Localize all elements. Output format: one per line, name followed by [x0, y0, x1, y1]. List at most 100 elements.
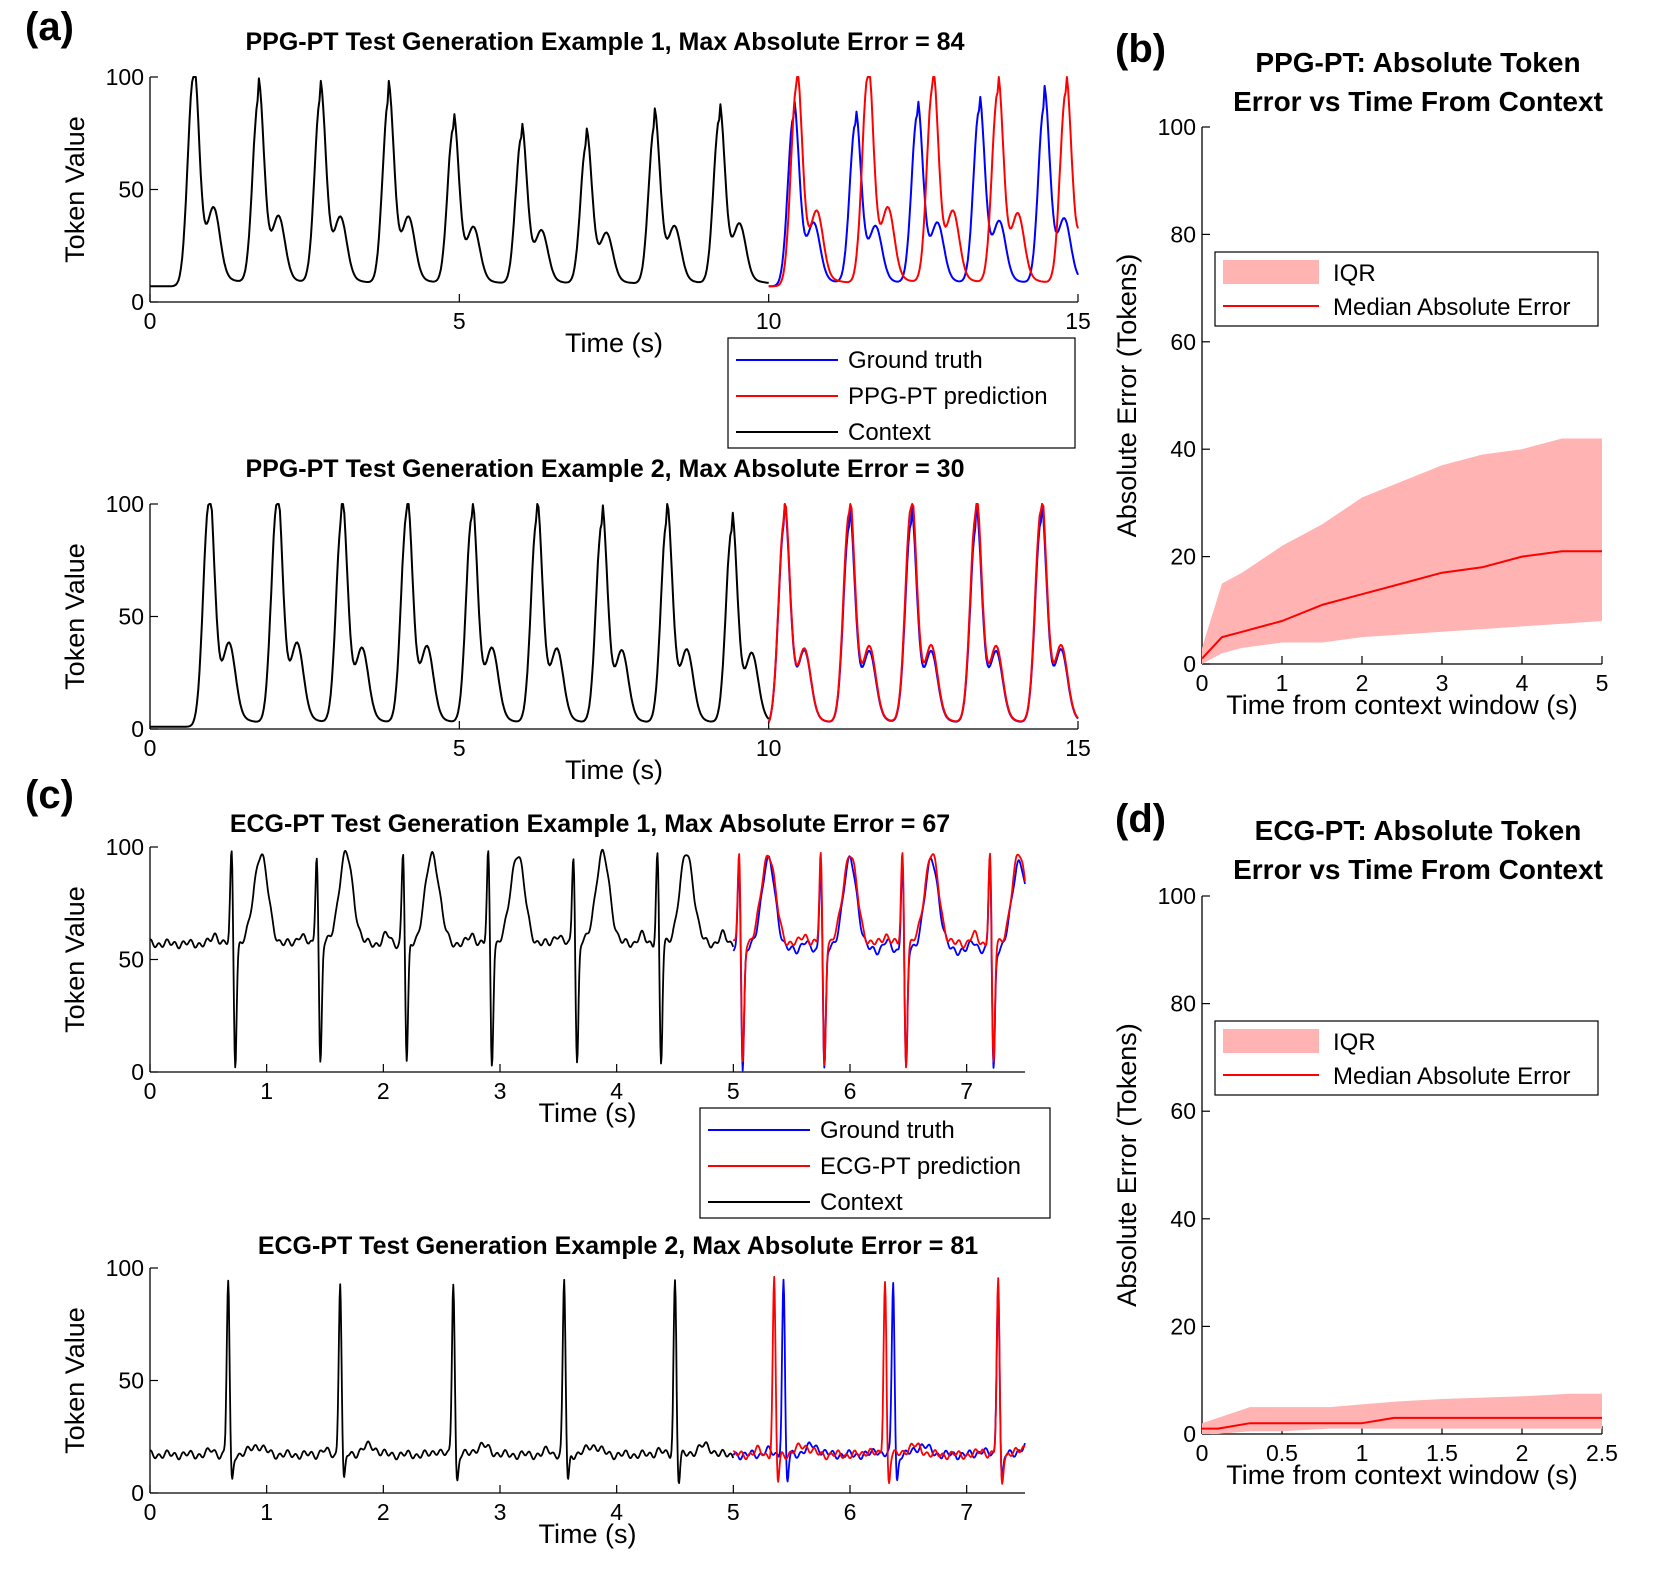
x-tick-label: 10	[756, 308, 782, 334]
x-tick-label: 4	[610, 1499, 623, 1525]
y-tick-label: 0	[131, 289, 144, 315]
legend-label-median: Median Absolute Error	[1333, 294, 1570, 321]
legend-label-iqr: IQR	[1333, 260, 1376, 287]
y-tick-label: 40	[1170, 436, 1196, 462]
chart-title: PPG-PT Test Generation Example 1, Max Ab…	[246, 28, 965, 56]
legend-label-median: Median Absolute Error	[1333, 1063, 1570, 1090]
x-tick-label: 6	[844, 1078, 857, 1104]
ground-truth-line	[768, 84, 1079, 288]
x-tick-label: 15	[1065, 735, 1091, 761]
y-tick-label: 50	[118, 177, 144, 203]
context-line	[150, 503, 770, 728]
x-tick-label: 15	[1065, 308, 1091, 334]
x-tick-label: 1	[1356, 1440, 1369, 1466]
y-tick-label: 100	[1158, 114, 1196, 140]
ground-truth-line	[732, 855, 1026, 1072]
x-tick-label: 6	[844, 1499, 857, 1525]
x-tick-label: 3	[1436, 670, 1449, 696]
legend-box	[727, 337, 1076, 449]
x-tick-label: 2	[1516, 1440, 1529, 1466]
x-tick-label: 2	[377, 1499, 390, 1525]
y-tick-label: 100	[106, 491, 144, 517]
chart-title: PPG-PT Test Generation Example 2, Max Ab…	[246, 455, 965, 483]
x-tick-label: 2	[377, 1078, 390, 1104]
prediction-line	[767, 503, 1079, 723]
x-tick-label: 3	[494, 1499, 507, 1525]
y-tick-label: 50	[118, 1368, 144, 1394]
x-tick-label: 5	[727, 1499, 740, 1525]
x-axis-label: Time (s)	[539, 1519, 637, 1549]
x-tick-label: 4	[610, 1078, 623, 1104]
panel-label-a: (a)	[25, 5, 74, 49]
y-tick-label: 100	[106, 1255, 144, 1281]
x-tick-label: 1	[260, 1078, 273, 1104]
x-tick-label: 3	[494, 1078, 507, 1104]
chart-title-line-1: PPG-PT: Absolute Token	[1255, 47, 1580, 78]
chart-title-line-2: Error vs Time From Context	[1233, 854, 1603, 885]
y-tick-label: 60	[1170, 329, 1196, 355]
chart-ppg-example-1: PPG-PT Test Generation Example 1, Max Ab…	[60, 28, 1091, 449]
x-tick-label: 1	[260, 1499, 273, 1525]
prediction-line	[768, 76, 1079, 288]
y-axis-label: Token Value	[60, 543, 90, 690]
ground-truth-line	[732, 1278, 1026, 1483]
y-axis-label: Token Value	[60, 116, 90, 263]
legend-label-context: Context	[848, 419, 931, 446]
x-tick-label: 0	[144, 1499, 157, 1525]
y-tick-label: 20	[1170, 1313, 1196, 1339]
iqr-band	[1202, 1393, 1602, 1434]
y-tick-label: 100	[106, 64, 144, 90]
x-tick-label: 0.5	[1266, 1440, 1298, 1466]
x-tick-label: 0	[1196, 1440, 1209, 1466]
chart-title: ECG-PT Test Generation Example 2, Max Ab…	[258, 1232, 978, 1260]
x-axis-label: Time (s)	[565, 755, 663, 785]
context-line	[150, 76, 769, 288]
chart-ecg-example-2: ECG-PT Test Generation Example 2, Max Ab…	[60, 1232, 1026, 1549]
x-tick-label: 4	[1516, 670, 1529, 696]
median-line	[1202, 1416, 1602, 1430]
x-tick-label: 0	[144, 308, 157, 334]
legend-label-ground-truth: Ground truth	[820, 1117, 955, 1144]
y-tick-label: 80	[1170, 991, 1196, 1017]
median-line	[1201, 550, 1602, 660]
legend-label-prediction: PPG-PT prediction	[848, 383, 1048, 410]
chart-title-line-1: ECG-PT: Absolute Token	[1255, 815, 1582, 846]
x-tick-label: 2.5	[1586, 1440, 1618, 1466]
legend-swatch-iqr	[1223, 260, 1319, 284]
ground-truth-line	[767, 503, 1079, 723]
y-axis-label: Absolute Error (Tokens)	[1112, 1023, 1142, 1307]
x-axis-label: Time (s)	[539, 1098, 637, 1128]
iqr-band	[1202, 438, 1602, 664]
x-tick-label: 0	[144, 735, 157, 761]
x-tick-label: 0	[144, 1078, 157, 1104]
panel-label-c: (c)	[25, 773, 74, 817]
y-tick-label: 0	[131, 1059, 144, 1085]
y-tick-label: 50	[118, 604, 144, 630]
chart-title: ECG-PT Test Generation Example 1, Max Ab…	[230, 810, 950, 838]
y-tick-label: 60	[1170, 1098, 1196, 1124]
x-axis-label: Time from context window (s)	[1226, 690, 1578, 720]
prediction-line	[732, 852, 1026, 1069]
x-axis-label: Time from context window (s)	[1226, 1460, 1578, 1490]
y-tick-label: 0	[1183, 651, 1196, 677]
x-tick-label: 5	[1596, 670, 1609, 696]
y-tick-label: 0	[131, 716, 144, 742]
y-tick-label: 100	[1158, 883, 1196, 909]
panel-label-b: (b)	[1115, 27, 1166, 71]
y-axis-label: Token Value	[60, 1307, 90, 1454]
x-tick-label: 1.5	[1426, 1440, 1458, 1466]
x-tick-label: 1	[1276, 670, 1289, 696]
y-tick-label: 80	[1170, 221, 1196, 247]
y-axis-label: Token Value	[60, 886, 90, 1033]
x-tick-label: 10	[756, 735, 782, 761]
x-tick-label: 7	[960, 1499, 973, 1525]
y-tick-label: 40	[1170, 1206, 1196, 1232]
x-tick-label: 5	[453, 735, 466, 761]
context-line	[149, 848, 735, 1069]
context-line	[149, 1278, 735, 1484]
chart-ppg-example-2: PPG-PT Test Generation Example 2, Max Ab…	[60, 455, 1091, 785]
legend-label-ground-truth: Ground truth	[848, 347, 983, 374]
chart-ppg-error: PPG-PT: Absolute Token Error vs Time Fro…	[1112, 47, 1608, 720]
chart-title-line-2: Error vs Time From Context	[1233, 86, 1603, 117]
